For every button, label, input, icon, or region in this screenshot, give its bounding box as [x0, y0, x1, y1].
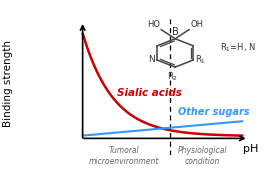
Text: R$_1$: R$_1$ [195, 54, 207, 66]
Text: pH: pH [242, 144, 258, 154]
Text: N: N [148, 55, 155, 64]
Text: Other sugars: Other sugars [178, 107, 249, 117]
Text: B: B [172, 27, 178, 37]
Text: Binding strength: Binding strength [3, 40, 13, 127]
Text: Sialic acids: Sialic acids [117, 88, 182, 98]
Text: Physiological
condition: Physiological condition [178, 146, 227, 166]
Text: OH: OH [190, 20, 203, 29]
Text: HO: HO [147, 20, 160, 29]
Text: R$_2$: R$_2$ [167, 70, 178, 83]
Text: R$_1$=H, N: R$_1$=H, N [220, 42, 256, 54]
Text: Tumoral
microenvironment: Tumoral microenvironment [89, 146, 159, 166]
